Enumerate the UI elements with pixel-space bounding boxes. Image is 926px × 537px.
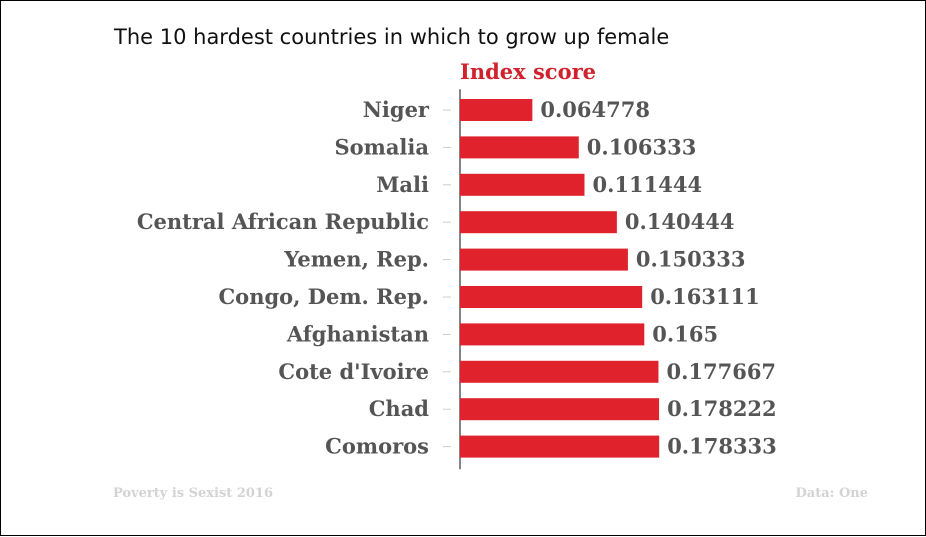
chart-title: The 10 hardest countries in which to gro…	[114, 25, 670, 49]
series-header: Index score	[460, 59, 596, 84]
value-label: 0.111444	[592, 172, 702, 197]
value-label: 0.178222	[667, 396, 777, 421]
bar	[460, 398, 660, 421]
category-label: Mali	[376, 172, 429, 197]
value-label: 0.178333	[667, 434, 777, 459]
category-label: Cote d'Ivoire	[278, 359, 429, 384]
category-label: Afghanistan	[286, 321, 429, 346]
category-label: Chad	[369, 396, 430, 421]
value-label: 0.177667	[666, 359, 776, 384]
bar	[460, 99, 533, 121]
bar	[460, 211, 617, 234]
bar	[460, 173, 585, 196]
value-label: 0.150333	[636, 247, 746, 272]
category-label: Central African Republic	[137, 209, 429, 234]
value-label: 0.140444	[625, 209, 735, 234]
value-label: 0.106333	[587, 134, 697, 159]
value-label: 0.064778	[540, 97, 650, 122]
bar	[460, 136, 579, 159]
data-credit: Data: One	[795, 486, 869, 501]
category-label: Congo, Dem. Rep.	[218, 284, 429, 309]
category-label: Comoros	[325, 434, 429, 459]
bar	[460, 286, 643, 308]
bar	[460, 360, 659, 383]
bar	[460, 248, 628, 271]
category-label: Yemen, Rep.	[283, 247, 429, 272]
source-credit: Poverty is Sexist 2016	[113, 486, 274, 501]
category-label: Niger	[363, 97, 430, 122]
value-label: 0.163111	[650, 284, 760, 309]
bar	[460, 323, 645, 346]
value-label: 0.165	[652, 321, 718, 346]
bar	[460, 435, 660, 458]
category-label: Somalia	[334, 134, 429, 159]
